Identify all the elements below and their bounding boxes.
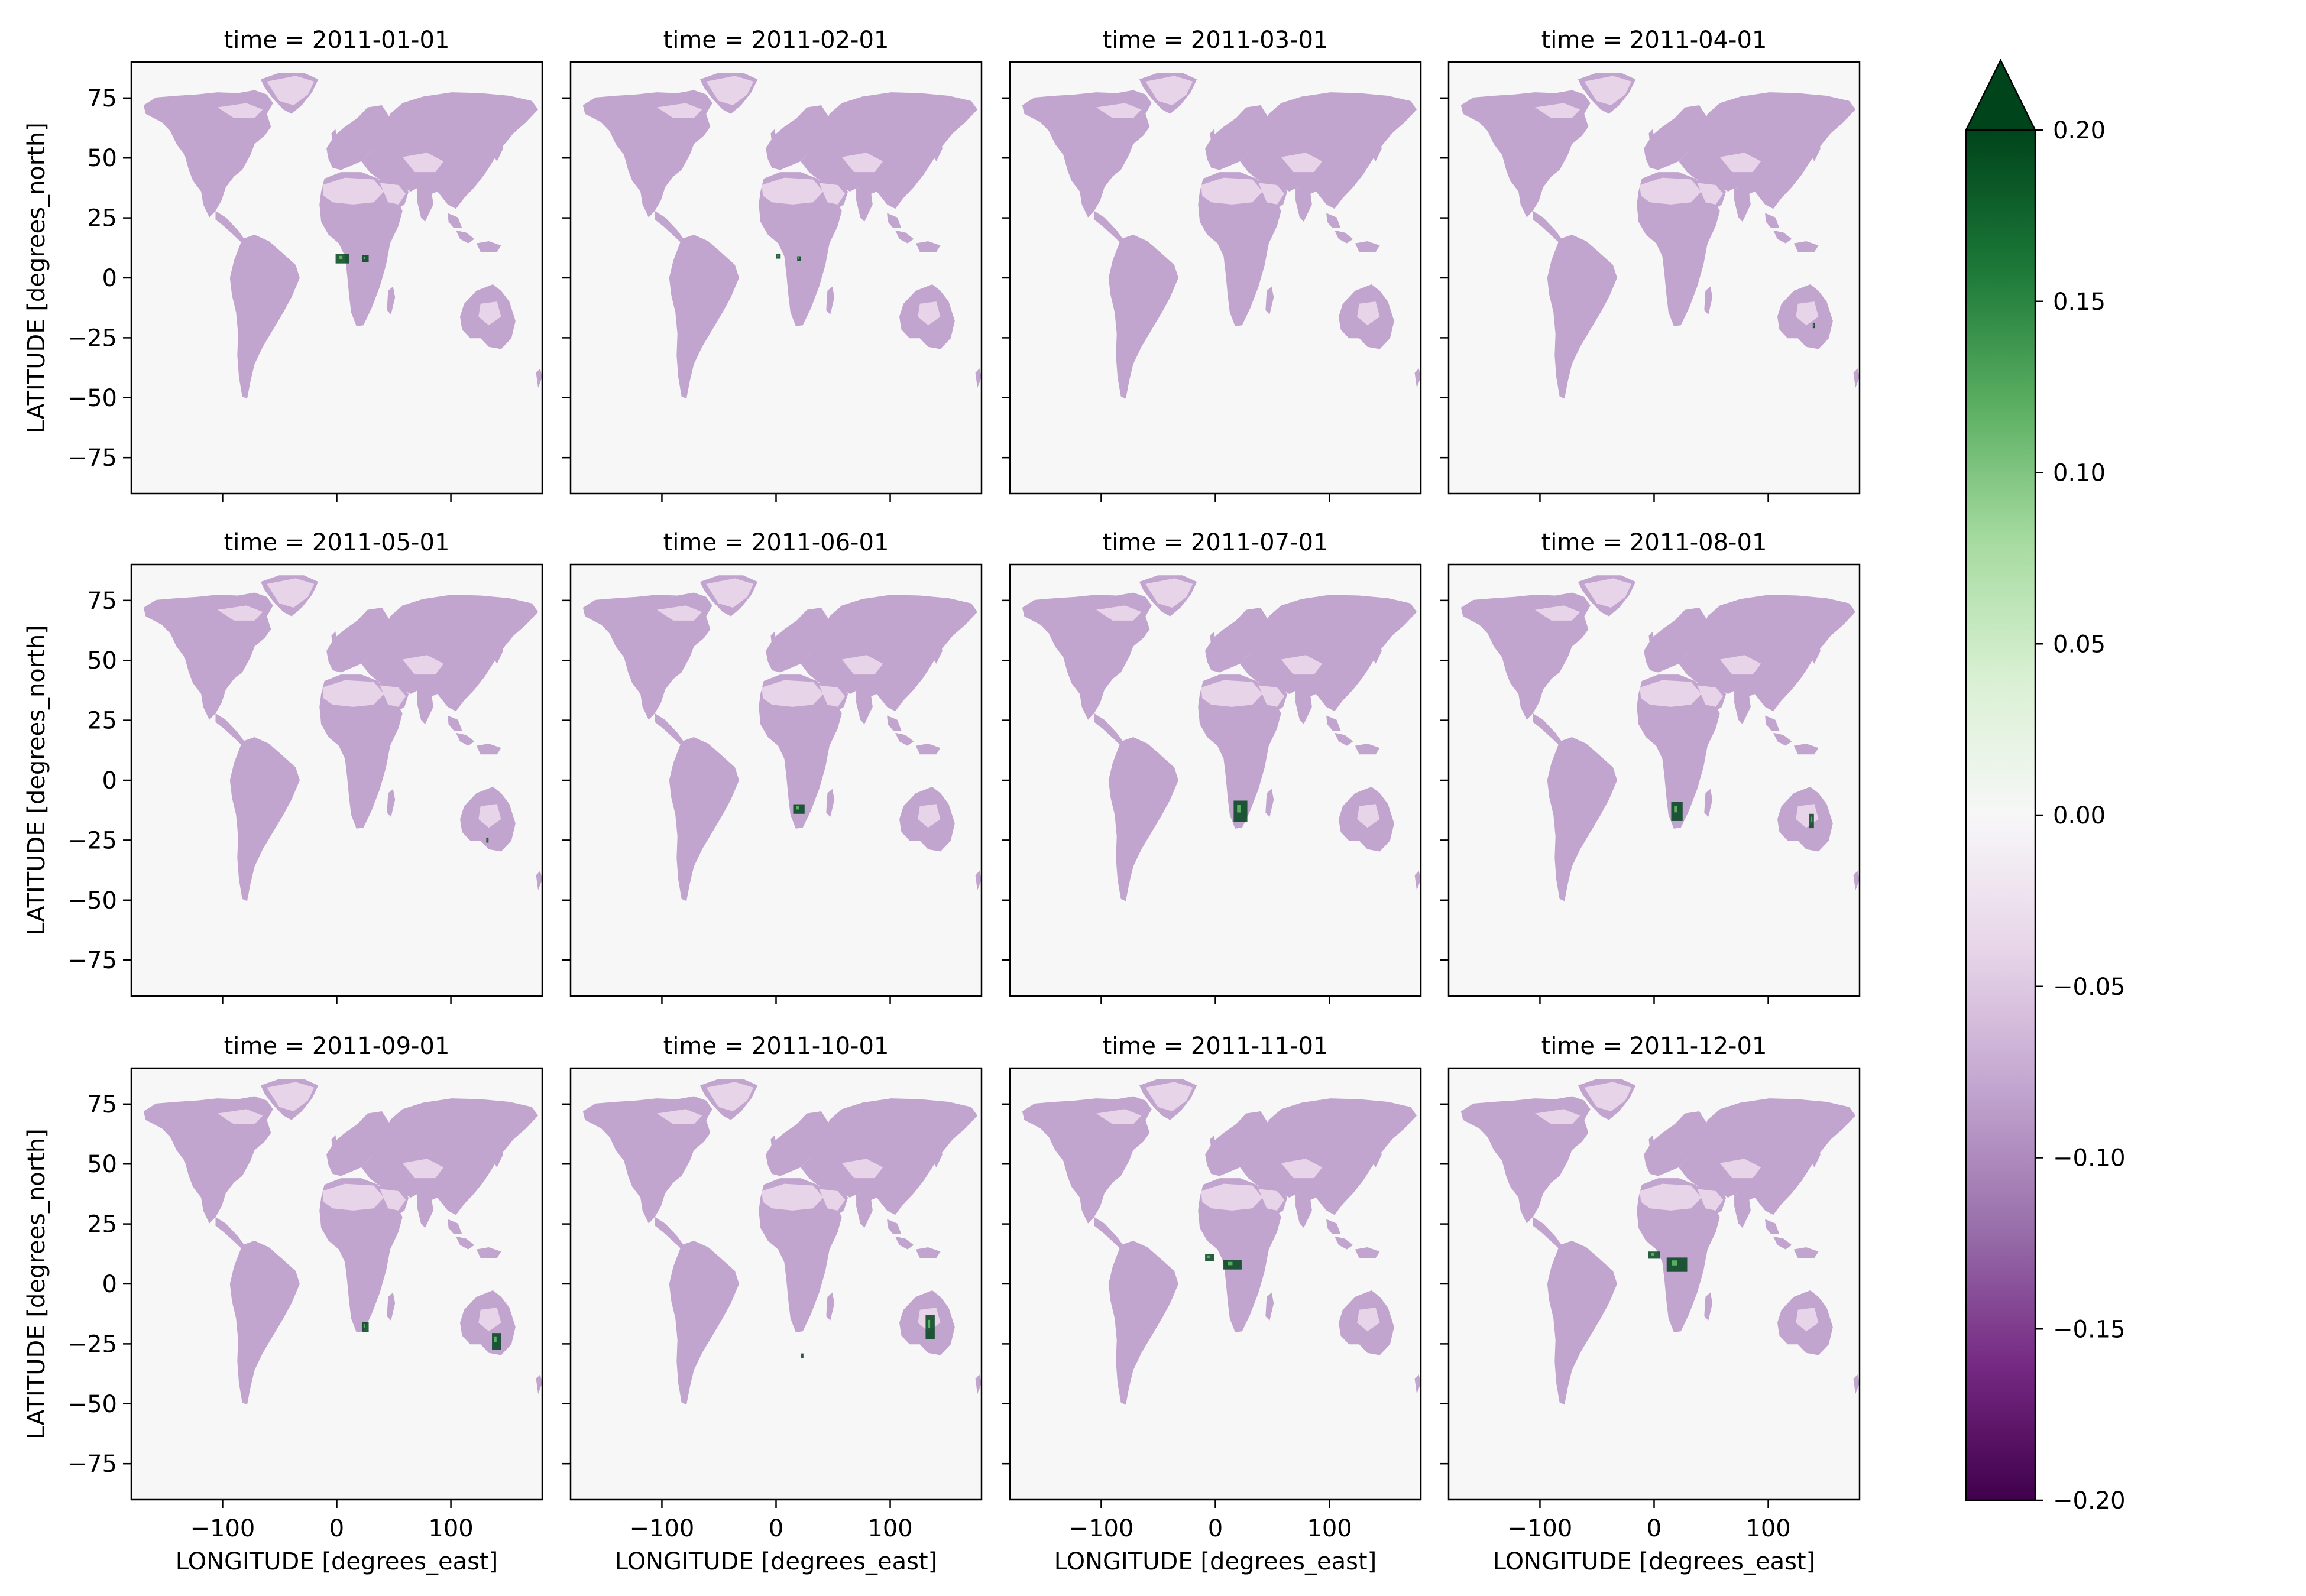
panel-2011-10-01: time = 2011-10-01 −100 0 100 LONGITUDE [degr… (562, 1033, 983, 1575)
x-tick-label: 0 (1647, 1515, 1662, 1542)
y-tick-label: 0 (102, 1271, 117, 1298)
colorbar-tick-label: −0.15 (2053, 1316, 2126, 1343)
y-tick-label: −25 (67, 1331, 117, 1358)
y-tick-label: 50 (87, 145, 117, 172)
colorbar-tick-label: 0.10 (2053, 460, 2106, 487)
x-tick-label: 0 (1208, 1515, 1223, 1542)
hotspot (1223, 1260, 1242, 1270)
colorbar-tick-label: 0.00 (2053, 802, 2106, 829)
y-tick-label: −75 (67, 947, 117, 974)
panel-2011-09-01: time = 2011-09-01 75 50 25 0 −25 −50 −75 −100 0 10… (23, 1033, 543, 1575)
colorbar-tick-label: −0.05 (2053, 974, 2126, 1001)
panel-title: time = 2011-09-01 (224, 1033, 450, 1060)
hotspot (361, 255, 369, 262)
y-tick-label: −25 (67, 827, 117, 854)
y-tick-label: 25 (87, 205, 117, 232)
panel-title: time = 2011-04-01 (1541, 27, 1767, 54)
hotspot-highlight (363, 1324, 365, 1328)
x-tick-label: −100 (630, 1515, 695, 1542)
x-tick-label: 100 (867, 1515, 912, 1542)
x-tick-label: 0 (329, 1515, 344, 1542)
hotspot-highlight (928, 1319, 931, 1329)
hotspot-highlight (1228, 1261, 1233, 1266)
colorbar-tick-label: 0.05 (2053, 631, 2106, 658)
hotspot-highlight (1651, 1253, 1654, 1256)
hotspot-highlight (798, 257, 799, 259)
facet-panels: time = 2011-01-01 75 50 25 0 −25 −50 −75 LATITUD… (23, 27, 1861, 1575)
y-tick-label: 0 (102, 265, 117, 292)
y-tick-label: 25 (87, 708, 117, 735)
y-tick-label: 25 (87, 1211, 117, 1238)
hotspot-highlight (777, 255, 779, 257)
panel-2011-12-01: time = 2011-12-01 −100 0 100 LONGITUDE [degr… (1440, 1033, 1861, 1575)
x-tick-label: 100 (1307, 1515, 1352, 1542)
panel-title: time = 2011-05-01 (224, 529, 450, 556)
y-tick-label: −75 (67, 445, 117, 472)
hotspot-highlight (1674, 805, 1677, 813)
colorbar: 0.20 0.15 0.10 0.05 0.00 −0.05 −0.10 −0.15 −0.20 (1964, 59, 2126, 1514)
hotspot-highlight (1207, 1255, 1210, 1258)
x-tick-label: 100 (428, 1515, 473, 1542)
x-tick-label: −100 (190, 1515, 255, 1542)
x-axis-label: LONGITUDE [degrees_east] (615, 1548, 937, 1575)
panel-title: time = 2011-03-01 (1103, 27, 1329, 54)
panel-2011-04-01: time = 2011-04-01 (1440, 27, 1861, 502)
hotspot-highlight (1237, 805, 1241, 813)
panel-title: time = 2011-12-01 (1541, 1033, 1767, 1060)
hotspot-highlight (1813, 324, 1814, 326)
panel-title: time = 2011-02-01 (663, 27, 889, 54)
y-tick-label: −50 (67, 385, 117, 412)
x-axis-label: LONGITUDE [degrees_east] (1054, 1548, 1377, 1575)
y-axis-label: LATITUDE [degrees_north] (23, 122, 50, 433)
y-tick-label: −75 (67, 1451, 117, 1478)
panel-2011-06-01: time = 2011-06-01 (562, 529, 983, 1004)
x-tick-label: 100 (1745, 1515, 1790, 1542)
x-axis-label: LONGITUDE [degrees_east] (176, 1548, 498, 1575)
y-tick-label: −50 (67, 1391, 117, 1418)
y-tick-label: 75 (87, 1091, 117, 1118)
panel-title: time = 2011-06-01 (663, 529, 889, 556)
y-tick-label: −50 (67, 887, 117, 914)
panel-title: time = 2011-01-01 (224, 27, 450, 54)
y-axis-label: LATITUDE [degrees_north] (23, 625, 50, 936)
colorbar-extend-triangle (1964, 59, 2037, 131)
panel-title: time = 2011-07-01 (1103, 529, 1329, 556)
y-tick-label: 0 (102, 767, 117, 794)
hotspot-highlight (796, 806, 799, 810)
panel-2011-05-01: time = 2011-05-01 75 50 25 0 −25 −50 −75 LATITUD… (23, 529, 543, 1004)
panel-title: time = 2011-11-01 (1103, 1033, 1329, 1060)
colorbar-tick-label: 0.20 (2053, 117, 2106, 144)
y-tick-label: 75 (87, 85, 117, 112)
colorbar-ticks: 0.20 0.15 0.10 0.05 0.00 −0.05 −0.10 −0.15 −0.20 (2035, 117, 2126, 1514)
y-tick-label: 50 (87, 647, 117, 674)
colorbar-tick-label: −0.10 (2053, 1145, 2126, 1172)
panel-2011-02-01: time = 2011-02-01 (562, 27, 983, 502)
hotspot-highlight (494, 1336, 497, 1342)
panel-title: time = 2011-08-01 (1541, 529, 1767, 556)
x-axis-label: LONGITUDE [degrees_east] (1493, 1548, 1815, 1575)
y-tick-label: −25 (67, 325, 117, 352)
panel-2011-08-01: time = 2011-08-01 (1440, 529, 1861, 1004)
hotspot-highlight (339, 255, 343, 259)
y-tick-label: 50 (87, 1151, 117, 1178)
y-tick-label: 75 (87, 588, 117, 615)
hotspot-highlight (1810, 816, 1812, 822)
colorbar-tick-label: −0.20 (2053, 1487, 2126, 1514)
colorbar-bar (1965, 129, 2036, 1501)
panel-2011-03-01: time = 2011-03-01 (1002, 27, 1422, 502)
y-axis-label: LATITUDE [degrees_north] (23, 1128, 50, 1439)
hotspot (361, 1322, 369, 1332)
colorbar-tick-label: 0.15 (2053, 288, 2106, 316)
panel-2011-01-01: time = 2011-01-01 75 50 25 0 −25 −50 −75 LATITUD… (23, 27, 543, 502)
x-tick-label: −100 (1069, 1515, 1134, 1542)
hotspot-highlight (363, 256, 365, 259)
hotspot (335, 254, 349, 264)
hotspot-highlight (1672, 1260, 1677, 1266)
panel-2011-11-01: time = 2011-11-01 −100 0 100 LONGITUDE [degr… (1002, 1033, 1422, 1575)
panel-2011-07-01: time = 2011-07-01 (1002, 529, 1422, 1004)
x-tick-label: 0 (769, 1515, 783, 1542)
x-tick-label: −100 (1508, 1515, 1573, 1542)
panel-title: time = 2011-10-01 (663, 1033, 889, 1060)
